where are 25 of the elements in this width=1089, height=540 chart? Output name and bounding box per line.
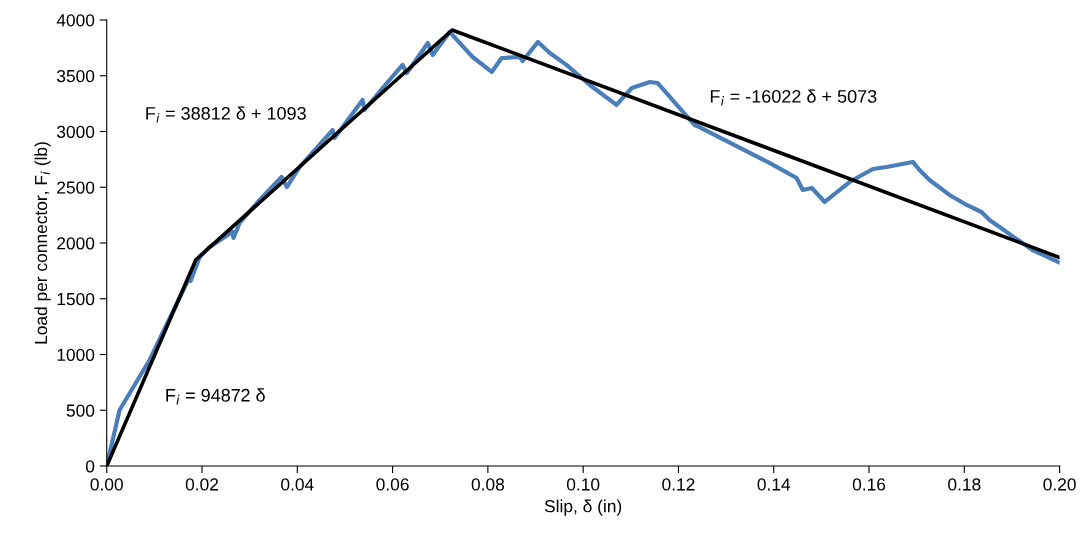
x-tick-label: 0.18	[948, 478, 981, 491]
y-axis-title: Load per connector, F$_{i}$ (lb)	[34, 142, 51, 344]
annotation: F$_{i}$ = 94872 δ	[166, 388, 265, 405]
x-tick-label: 0.08	[471, 478, 505, 491]
y-tick-label: 2000	[57, 237, 95, 250]
x-tick-label: 0.10	[566, 478, 600, 491]
y-tick-label: 500	[66, 404, 95, 417]
x-tick-label: 0.14	[757, 478, 791, 491]
x-tick-label: 0.06	[376, 478, 409, 491]
x-axis-title: Slip, δ (in)	[544, 499, 622, 516]
annotation: F$_{i}$ = 38812 δ + 1093	[146, 106, 306, 123]
x-tick-label: 0.20	[1043, 478, 1076, 491]
y-tick-label: 2500	[57, 181, 95, 194]
y-tick-label: 0	[85, 460, 95, 473]
x-tick-label: 0.16	[852, 478, 886, 491]
x-tick-label: 0.12	[662, 478, 695, 491]
y-tick-label: 1000	[57, 348, 95, 361]
y-tick-label: 4000	[56, 14, 95, 27]
x-tick-label: 0.02	[185, 478, 219, 491]
y-tick-label: 3500	[56, 69, 95, 83]
y-tick-label: 1500	[57, 292, 95, 306]
annotation: F$_{i}$ = -16022 δ + 5073	[710, 89, 877, 106]
y-tick-label: 3000	[56, 125, 95, 138]
x-tick-label: 0.04	[281, 478, 314, 491]
x-tick-label: 0.00	[90, 478, 123, 491]
